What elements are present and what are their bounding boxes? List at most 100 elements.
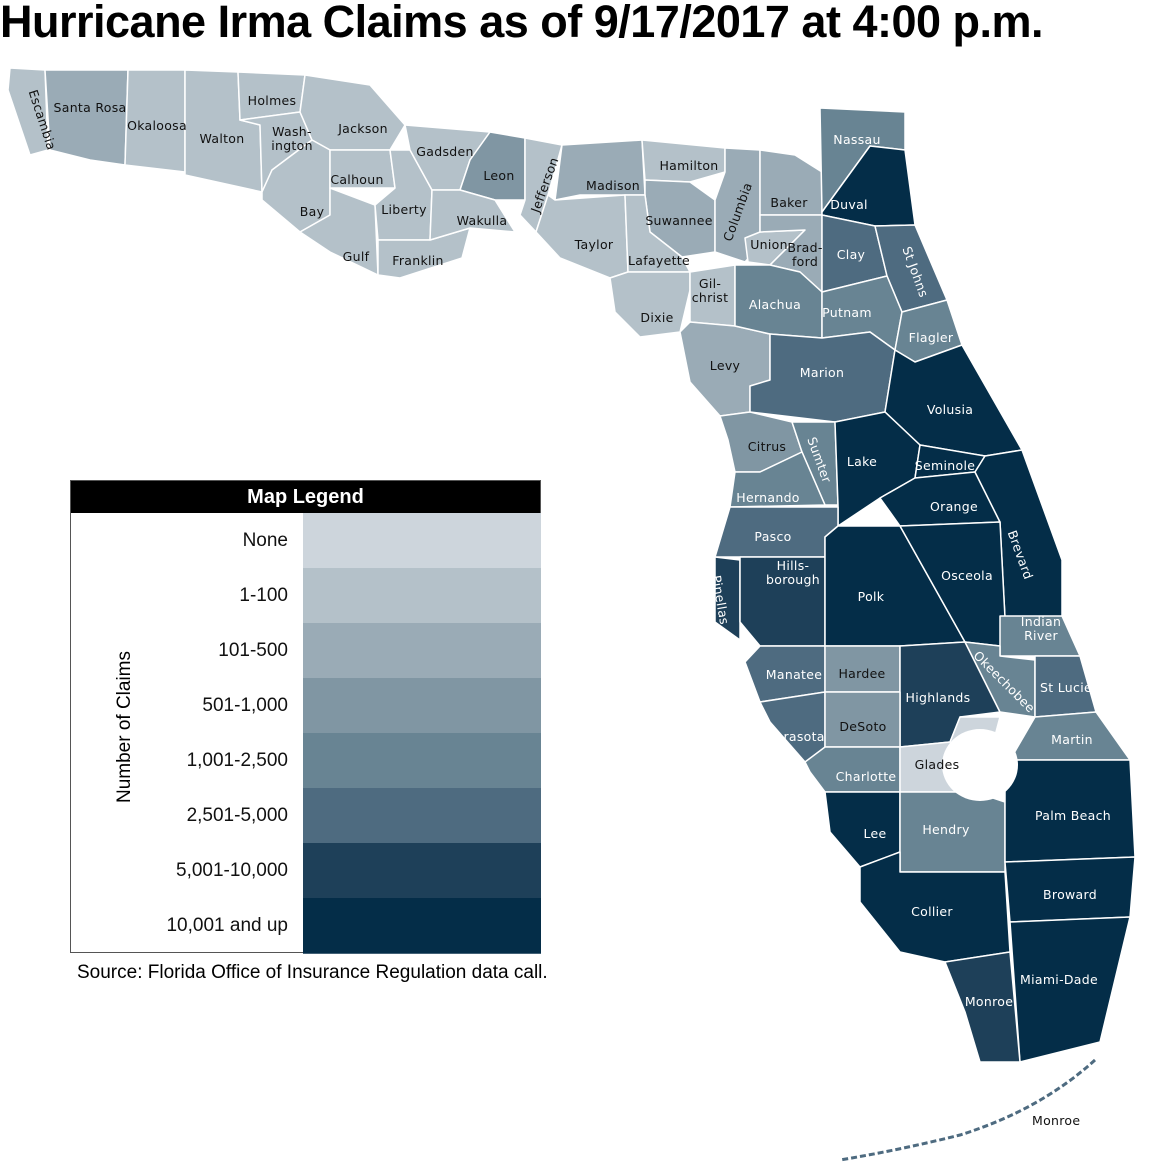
lake-okeechobee: [942, 729, 1018, 801]
county-label-clay: Clay: [837, 247, 866, 262]
county-label-monroe: Monroe: [965, 994, 1013, 1009]
county-label-nassau: Nassau: [833, 132, 880, 147]
county-hamilton[interactable]: [641, 139, 726, 183]
legend-bin: 10,001 and up: [71, 898, 541, 954]
county-label-franklin: Franklin: [392, 253, 444, 268]
county-label-leon: Leon: [483, 168, 514, 183]
legend-swatch: [303, 623, 541, 679]
legend-bin-label: 101-500: [218, 640, 288, 661]
county-label-holmes: Holmes: [248, 93, 297, 108]
county-label-hamilton: Hamilton: [659, 158, 718, 173]
county-label-hillsborough: Hills-borough: [766, 558, 820, 587]
county-label-pasco: Pasco: [754, 529, 791, 544]
county-label-suwannee: Suwannee: [645, 213, 712, 228]
legend-bin: None: [71, 513, 541, 569]
legend-bin: 1,001-2,500: [71, 733, 541, 789]
legend-bin-label: 10,001 and up: [166, 915, 288, 936]
county-label-volusia: Volusia: [927, 402, 973, 417]
county-label-marion: Marion: [800, 365, 844, 380]
county-label-levy: Levy: [710, 358, 741, 373]
county-wakulla[interactable]: [429, 189, 516, 241]
county-sumter[interactable]: [791, 421, 839, 506]
county-label-santa-rosa: Santa Rosa: [54, 100, 127, 115]
legend-bin-label: None: [242, 530, 288, 551]
source-note: Source: Florida Office of Insurance Regu…: [77, 962, 548, 983]
county-label-putnam: Putnam: [822, 305, 872, 320]
legend-bin-label: 1-100: [239, 585, 288, 606]
county-escambia[interactable]: [7, 67, 49, 156]
map-legend: Map Legend Number of Claims None 1-100 101…: [70, 480, 541, 954]
county-label-highlands: Highlands: [906, 690, 971, 705]
county-label-martin: Martin: [1051, 732, 1093, 747]
legend-swatch: [303, 568, 541, 624]
county-label-flagler: Flagler: [909, 330, 954, 345]
county-label-hernando: Hernando: [736, 490, 800, 505]
county-label-sarasota: Sarasota: [767, 729, 825, 744]
county-sarasota[interactable]: [759, 691, 826, 763]
county-label-palm-beach: Palm Beach: [1035, 808, 1111, 823]
county-label-wakulla: Wakulla: [457, 213, 508, 228]
county-label-miami-dade: Miami-Dade: [1020, 972, 1098, 987]
legend-bin-label: 5,001-10,000: [176, 860, 288, 881]
county-label-union: Union: [750, 237, 788, 252]
county-label-bradford: Brad-ford: [787, 240, 822, 269]
county-label-gilchrist: Gil-christ: [692, 276, 729, 305]
florida-keys: [839, 1058, 1097, 1162]
legend-swatch: [303, 678, 541, 734]
county-label-broward: Broward: [1043, 887, 1097, 902]
legend-bin-label: 1,001-2,500: [186, 750, 288, 771]
county-miami-dade[interactable]: [1009, 916, 1131, 1063]
county-label-collier: Collier: [911, 904, 953, 919]
county-hernando[interactable]: [729, 451, 826, 508]
county-label-polk: Polk: [858, 589, 885, 604]
county-label-washington: Wash-ington: [271, 124, 313, 153]
county-label-osceola: Osceola: [941, 568, 993, 583]
legend-title: Map Legend: [71, 481, 540, 513]
county-label-dixie: Dixie: [640, 310, 673, 325]
county-label-okaloosa: Okaloosa: [127, 118, 187, 133]
county-santa-rosa[interactable]: [44, 69, 129, 166]
county-label-calhoun: Calhoun: [330, 172, 383, 187]
county-dixie[interactable]: [609, 271, 691, 338]
legend-bin-label: 501-1,000: [202, 695, 288, 716]
county-jackson[interactable]: [299, 74, 406, 151]
county-label-seminole: Seminole: [915, 458, 975, 473]
county-label-taylor: Taylor: [574, 237, 614, 252]
county-label-walton: Walton: [200, 131, 245, 146]
legend-swatch: [303, 788, 541, 844]
county-label-bay: Bay: [300, 204, 325, 219]
county-label-alachua: Alachua: [749, 297, 801, 312]
legend-swatch: [303, 733, 541, 789]
legend-swatch: [303, 513, 541, 569]
county-label-liberty: Liberty: [381, 202, 427, 217]
legend-bin: 2,501-5,000: [71, 788, 541, 844]
county-label-indian-river: Indian River: [1021, 614, 1061, 643]
county-label-hendry: Hendry: [922, 822, 970, 837]
keys-label: Monroe: [1032, 1113, 1080, 1128]
county-label-baker: Baker: [770, 195, 808, 210]
county-label-lafayette: Lafayette: [628, 253, 690, 268]
page-title: Hurricane Irma Claims as of 9/17/2017 at…: [0, 0, 1044, 47]
county-madison[interactable]: [554, 139, 646, 201]
legend-swatch: [303, 898, 541, 954]
county-label-lee: Lee: [863, 826, 886, 841]
county-label-glades: Glades: [915, 757, 960, 772]
county-label-madison: Madison: [586, 178, 640, 193]
legend-bin: 5,001-10,000: [71, 843, 541, 899]
county-label-gadsden: Gadsden: [416, 144, 473, 159]
county-monroe[interactable]: [944, 951, 1021, 1063]
county-pinellas[interactable]: [714, 556, 741, 641]
county-label-desoto: DeSoto: [839, 719, 886, 734]
county-label-lake: Lake: [847, 454, 877, 469]
county-label-orange: Orange: [930, 499, 978, 514]
county-label-manatee: Manatee: [766, 667, 822, 682]
legend-bin: 501-1,000: [71, 678, 541, 734]
county-label-st-lucie: St Lucie: [1040, 680, 1092, 695]
county-label-jackson: Jackson: [337, 121, 388, 136]
county-label-duval: Duval: [830, 197, 868, 212]
county-label-charlotte: Charlotte: [836, 769, 897, 784]
county-label-citrus: Citrus: [748, 439, 786, 454]
legend-bin: 101-500: [71, 623, 541, 679]
